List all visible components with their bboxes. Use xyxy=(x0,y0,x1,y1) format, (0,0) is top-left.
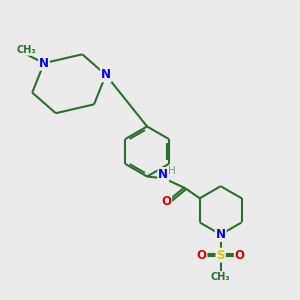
Text: CH₃: CH₃ xyxy=(16,45,36,55)
Text: N: N xyxy=(216,228,226,241)
Text: N: N xyxy=(158,168,168,181)
Text: S: S xyxy=(216,249,225,262)
Text: O: O xyxy=(161,195,171,208)
Text: N: N xyxy=(39,57,49,70)
Text: O: O xyxy=(196,249,206,262)
Text: CH₃: CH₃ xyxy=(211,272,230,282)
Text: O: O xyxy=(235,249,245,262)
Text: N: N xyxy=(101,68,111,81)
Text: H: H xyxy=(168,167,176,176)
